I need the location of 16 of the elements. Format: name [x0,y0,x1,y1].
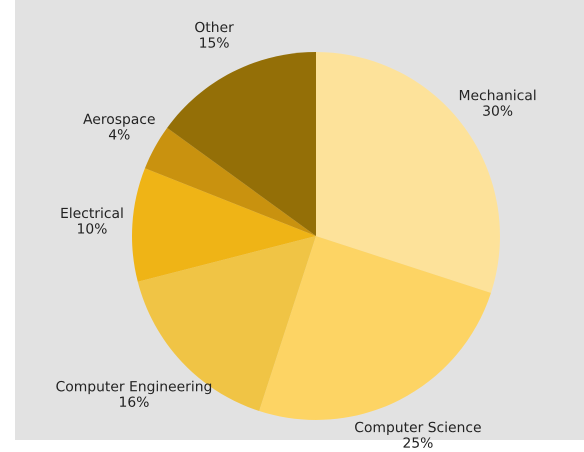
slice-label: Other [195,21,234,32]
slice-label: Mechanical [460,90,536,100]
slice-label: Aerospace [83,114,155,127]
data-label: 4% [108,129,130,140]
pie-slice [259,236,491,420]
pie-slice [144,128,316,236]
data-label: 25% [403,437,433,448]
slice-label: Electrical [61,207,123,218]
slice-label: Computer Engineering [56,380,212,394]
data-label: 15% [200,37,229,48]
pie-slice [132,168,316,282]
slice-label: Computer Science [355,422,481,435]
data-label: 10% [78,223,107,234]
data-label: 16% [120,396,149,407]
data-label: 30% [483,105,512,116]
pie-slice [167,52,316,236]
